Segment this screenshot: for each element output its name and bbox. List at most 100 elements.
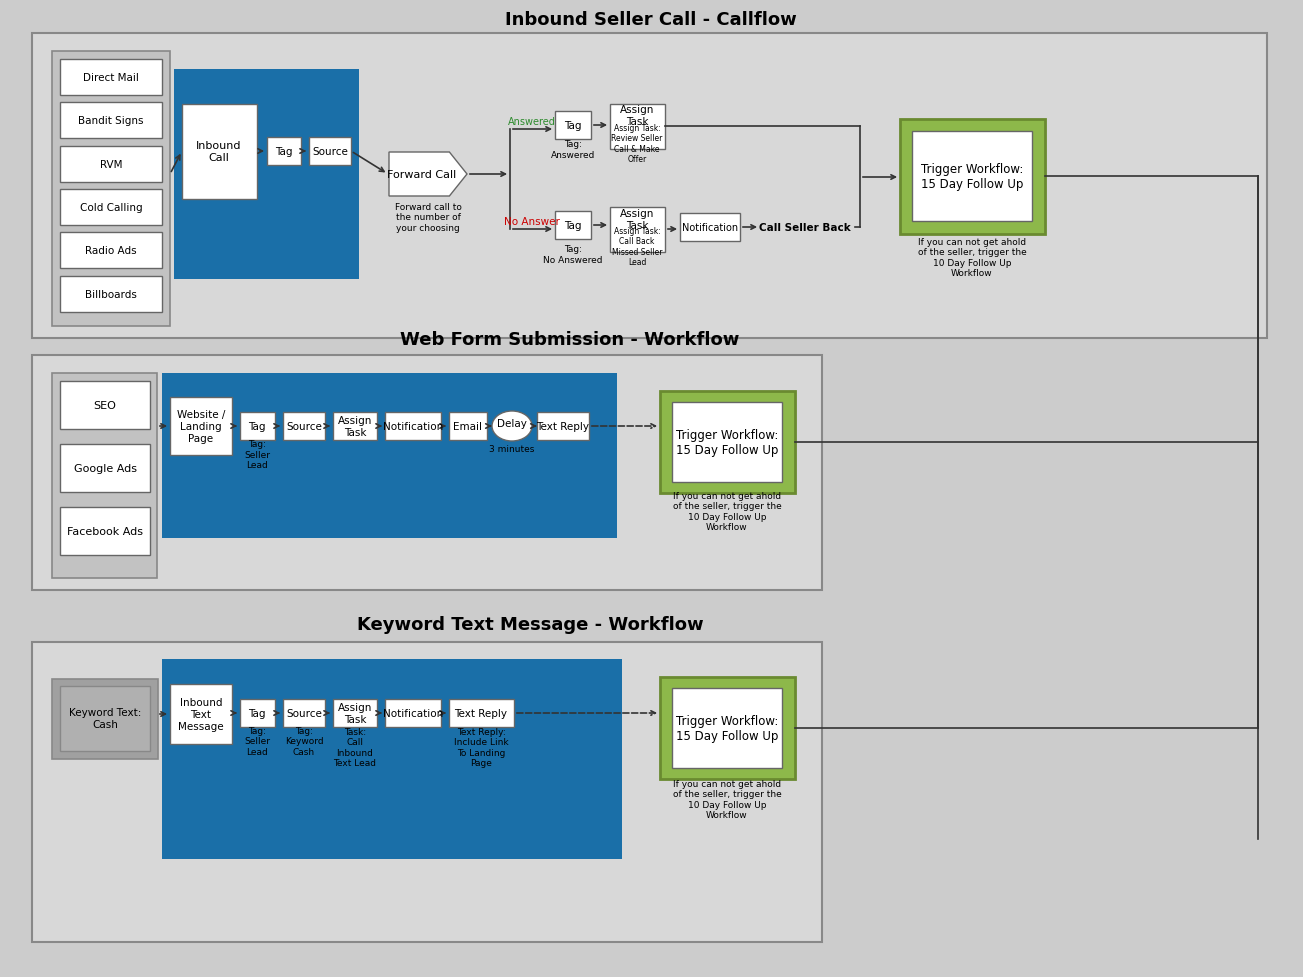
Text: Tag: Tag (564, 121, 581, 131)
Bar (661, 677, 795, 780)
Bar (555, 212, 592, 239)
Text: If you can not get ahold
of the seller, trigger the
10 Day Follow Up
Workflow: If you can not get ahold of the seller, … (672, 491, 782, 531)
Text: Trigger Workflow:
15 Day Follow Up: Trigger Workflow: 15 Day Follow Up (921, 163, 1023, 191)
Bar (900, 120, 1045, 234)
Bar (309, 138, 351, 166)
Bar (334, 412, 377, 441)
Text: Call Seller Back: Call Seller Back (760, 223, 851, 233)
Bar (162, 659, 622, 859)
Text: Assign
Task: Assign Task (620, 106, 654, 127)
Text: Keyword Text Message - Workflow: Keyword Text Message - Workflow (357, 616, 704, 633)
Text: Source: Source (287, 421, 322, 432)
Bar (175, 70, 360, 279)
Text: Forward call to
the number of
your choosing: Forward call to the number of your choos… (395, 203, 461, 233)
Text: Text Reply:
Include Link
To Landing
Page: Text Reply: Include Link To Landing Page (453, 727, 508, 767)
Text: Tag: Tag (564, 221, 581, 231)
Text: Assign
Task: Assign Task (337, 702, 373, 724)
Bar (283, 700, 324, 727)
Bar (450, 700, 513, 727)
Text: Bandit Signs: Bandit Signs (78, 116, 143, 126)
Text: Tag:
Keyword
Cash: Tag: Keyword Cash (284, 726, 323, 756)
Bar (60, 190, 162, 226)
Bar (680, 214, 740, 241)
Text: Facebook Ads: Facebook Ads (66, 527, 143, 536)
Text: Web Form Submission - Workflow: Web Form Submission - Workflow (400, 330, 740, 349)
Bar (610, 208, 665, 253)
Bar (52, 679, 158, 759)
Bar (384, 700, 440, 727)
Text: Cold Calling: Cold Calling (79, 203, 142, 213)
Text: Tag:
Seller
Lead: Tag: Seller Lead (244, 726, 270, 756)
Text: Keyword Text:
Cash: Keyword Text: Cash (69, 707, 141, 729)
Bar (537, 412, 589, 441)
Text: Task:
Call
Inbound
Text Lead: Task: Call Inbound Text Lead (334, 727, 377, 767)
Text: Tag: Tag (249, 708, 266, 718)
Text: Billboards: Billboards (85, 289, 137, 299)
Bar (912, 132, 1032, 222)
Bar (60, 104, 162, 139)
Bar (169, 398, 232, 455)
Text: Source: Source (287, 708, 322, 718)
Text: Trigger Workflow:
15 Day Follow Up: Trigger Workflow: 15 Day Follow Up (676, 714, 778, 743)
Bar (33, 356, 822, 590)
Text: Inbound Seller Call - Callflow: Inbound Seller Call - Callflow (506, 11, 797, 29)
Text: Tag:
Seller
Lead: Tag: Seller Lead (244, 440, 270, 469)
Text: SEO: SEO (94, 401, 116, 410)
Text: Assign Task:
Call Back
Missed Seller
Lead: Assign Task: Call Back Missed Seller Lea… (611, 227, 662, 267)
Text: Notification: Notification (383, 421, 443, 432)
Bar (240, 700, 275, 727)
Ellipse shape (493, 411, 532, 442)
Bar (672, 688, 782, 768)
Bar (60, 276, 162, 313)
Bar (283, 412, 324, 441)
Text: Email: Email (453, 421, 482, 432)
Bar (240, 412, 275, 441)
Bar (60, 382, 150, 430)
Text: No Answer: No Answer (504, 217, 560, 227)
Text: Text Reply: Text Reply (537, 421, 589, 432)
Bar (60, 234, 162, 269)
Text: Inbound
Text
Message: Inbound Text Message (179, 698, 224, 731)
Text: Tag: Tag (249, 421, 266, 432)
Text: Delay: Delay (496, 418, 526, 429)
Bar (52, 373, 156, 578)
Bar (450, 412, 487, 441)
Text: Tag:
No Answered: Tag: No Answered (543, 245, 603, 265)
Text: Tag: Tag (275, 147, 293, 157)
Bar (555, 112, 592, 140)
Text: If you can not get ahold
of the seller, trigger the
10 Day Follow Up
Workflow: If you can not get ahold of the seller, … (917, 237, 1027, 277)
Bar (60, 507, 150, 556)
Bar (384, 412, 440, 441)
Bar (267, 138, 301, 166)
Bar (52, 52, 169, 326)
Text: Forward Call: Forward Call (387, 170, 456, 180)
Text: Radio Ads: Radio Ads (85, 246, 137, 256)
Text: Assign Task:
Review Seller
Call & Make
Offer: Assign Task: Review Seller Call & Make O… (611, 124, 663, 164)
Text: If you can not get ahold
of the seller, trigger the
10 Day Follow Up
Workflow: If you can not get ahold of the seller, … (672, 779, 782, 820)
Text: RVM: RVM (100, 159, 122, 169)
Text: Source: Source (311, 147, 348, 157)
Text: Website /
Landing
Page: Website / Landing Page (177, 410, 225, 444)
Text: Notification: Notification (383, 708, 443, 718)
Text: Inbound
Call: Inbound Call (197, 141, 242, 162)
Text: Assign
Task: Assign Task (620, 209, 654, 231)
Bar (33, 34, 1267, 339)
Text: Answered: Answered (508, 117, 556, 127)
Bar (60, 445, 150, 492)
Bar (182, 105, 257, 199)
Text: Tag:
Answered: Tag: Answered (551, 140, 595, 159)
Bar (60, 147, 162, 183)
Bar (60, 60, 162, 96)
Bar (672, 403, 782, 483)
Bar (169, 684, 232, 744)
Text: Notification: Notification (681, 223, 737, 233)
Text: Direct Mail: Direct Mail (83, 73, 139, 83)
Text: 3 minutes: 3 minutes (490, 446, 534, 454)
Bar (610, 105, 665, 149)
Polygon shape (390, 152, 466, 196)
Text: Google Ads: Google Ads (73, 463, 137, 474)
Text: Text Reply: Text Reply (455, 708, 507, 718)
Bar (162, 373, 618, 538)
Text: Assign
Task: Assign Task (337, 416, 373, 438)
Bar (661, 392, 795, 493)
